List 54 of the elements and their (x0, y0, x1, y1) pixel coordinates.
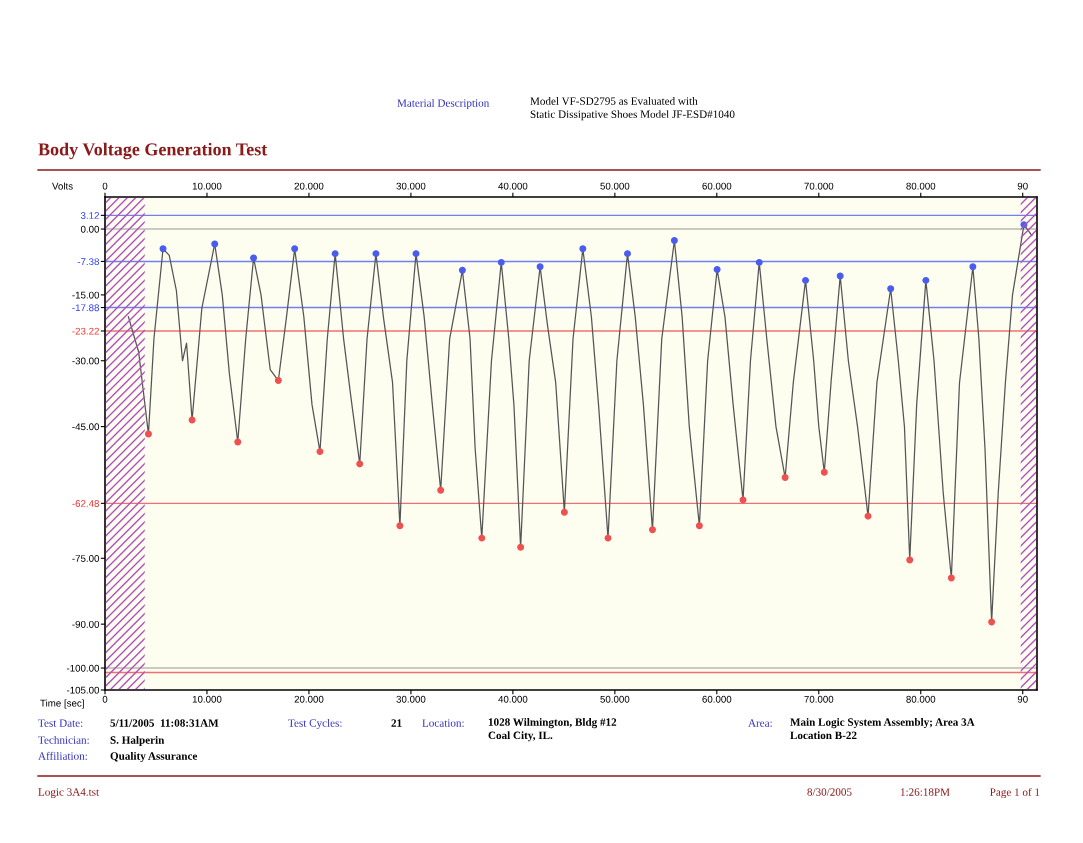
text: 1:26:18PM (900, 788, 950, 796)
y-tick-label: -105.00 (66, 686, 100, 694)
x2-tick-label: 50.000 (600, 182, 630, 190)
text: Test Date: (38, 719, 83, 727)
y-tick-label: -17.88 (72, 304, 100, 312)
y-tick-label: -75.00 (72, 555, 100, 562)
chart-title: Body Voltage Generation Test (38, 142, 268, 160)
x2-tick-label: 0 (102, 182, 108, 190)
x2-tick-label: 20.000 (294, 182, 324, 190)
x-tick-label: 90 (1017, 695, 1028, 703)
text: 1028 Wilmington, Bldg #12 Coal City, IL. (488, 718, 617, 742)
y-tick-label: -15.00 (72, 291, 100, 299)
x-tick-label: 20.000 (294, 695, 324, 703)
text: S. Halperin (110, 735, 165, 747)
x-tick-label: 10.000 (192, 695, 222, 703)
x-tick-label: 0 (102, 695, 108, 703)
x-tick-label: 30.000 (396, 695, 426, 703)
y-tick-label: -90.00 (72, 620, 100, 628)
x2-tick-label: 10.000 (192, 182, 222, 190)
y-tick-label: -45.00 (72, 423, 100, 431)
text: Quality Assurance (110, 751, 198, 763)
x-tick-label: 50.000 (600, 695, 630, 703)
x-axis-title: Time [sec] (40, 699, 84, 709)
x-tick-label: 70.000 (804, 695, 834, 703)
x2-tick-label: 70.000 (804, 182, 834, 190)
x-tick-label: 60.000 (702, 695, 732, 703)
text: Area: (748, 719, 772, 727)
text: 5/11/2005 11:08:31AM (110, 719, 219, 727)
x2-tick-label: 60.000 (702, 182, 732, 190)
text: Logic 3A4.tst (38, 788, 100, 799)
text: Affiliation: (38, 751, 87, 760)
y-tick-label: -30.00 (72, 357, 100, 365)
y-tick-label: -100.00 (66, 664, 100, 672)
x2-tick-label: 80.000 (906, 182, 936, 190)
x2-tick-label: 90 (1017, 182, 1028, 190)
text: Main Logic System Assembly; Area 3A Location B-22 (790, 718, 975, 740)
y-tick-label: 3.12 (80, 212, 99, 219)
x2-tick-label: 30.000 (396, 182, 426, 190)
text: Material Description (397, 98, 490, 110)
text: Technician: (38, 735, 89, 744)
x-tick-label: 40.000 (498, 695, 528, 703)
text: Page 1 of 1 (990, 787, 1040, 799)
x2-tick-label: 40.000 (498, 182, 528, 190)
x-tick-label: 80.000 (906, 695, 936, 703)
text: 8/30/2005 (807, 788, 852, 796)
y-tick-label: -62.48 (72, 500, 100, 507)
y-tick-label: -7.38 (77, 258, 100, 266)
text: 21 (391, 719, 402, 727)
text: Location: (422, 719, 464, 727)
y-tick-label: -23.22 (72, 327, 99, 335)
text: Model VF-SD2795 as Evaluated with Static Dissipative Shoes Model JF-ESD#1040 (530, 97, 735, 121)
y-axis-title: Volts (52, 182, 73, 190)
text: Test Cycles: (288, 718, 342, 730)
y-tick-label: 0.00 (80, 225, 100, 233)
